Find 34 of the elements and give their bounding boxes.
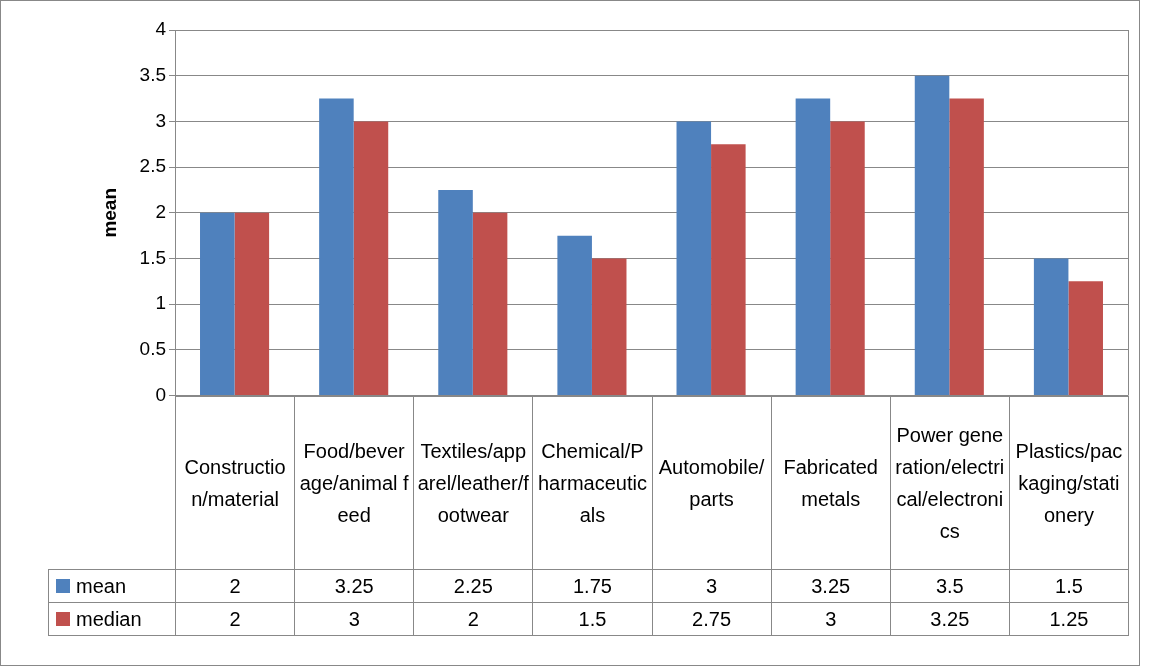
x-tick-label: Automobile/parts	[652, 396, 772, 570]
data-label: 2	[413, 602, 533, 636]
data-label: 1.25	[1009, 602, 1129, 636]
x-tick-label: Food/beverage/animal feed	[294, 396, 414, 570]
x-tick-label: Textiles/apparel/leather/footwear	[413, 396, 533, 570]
y-tick-label: 3	[155, 109, 166, 131]
legend-label: median	[48, 602, 176, 636]
data-label: 3	[771, 602, 891, 636]
legend-label: mean	[48, 569, 176, 603]
y-tick-label: 0	[155, 383, 166, 405]
data-label: 3	[294, 602, 414, 636]
y-tick-label: 4	[155, 18, 167, 40]
data-label: 3.25	[294, 569, 414, 603]
x-tick-label: Chemical/Pharmaceuticals	[532, 396, 652, 570]
y-axis-title: mean	[98, 187, 120, 238]
data-label: 1.75	[532, 569, 652, 603]
y-tick-label: 1.5	[139, 246, 166, 268]
data-label: 3	[652, 569, 772, 603]
y-tick-label: 3.5	[139, 63, 166, 85]
x-tick-label: Fabricated metals	[771, 396, 891, 570]
data-label: 2.75	[652, 602, 772, 636]
y-tick-label: 0.5	[139, 338, 166, 360]
data-label: 1.5	[1009, 569, 1129, 603]
y-tick-label: 1	[155, 292, 166, 314]
data-label: 3.5	[890, 569, 1010, 603]
x-tick-label: Power generation/electrical/electronics	[890, 396, 1010, 570]
data-label: 1.5	[532, 602, 652, 636]
x-tick-label: Plastics/packaging/stationery	[1009, 396, 1129, 570]
y-tick-label: 2.5	[139, 155, 166, 177]
x-tick-label: Construction/material	[175, 396, 295, 570]
data-label: 2.25	[413, 569, 533, 603]
y-tick-label: 2	[155, 201, 166, 223]
data-label: 3.25	[771, 569, 891, 603]
data-label: 3.25	[890, 602, 1010, 636]
